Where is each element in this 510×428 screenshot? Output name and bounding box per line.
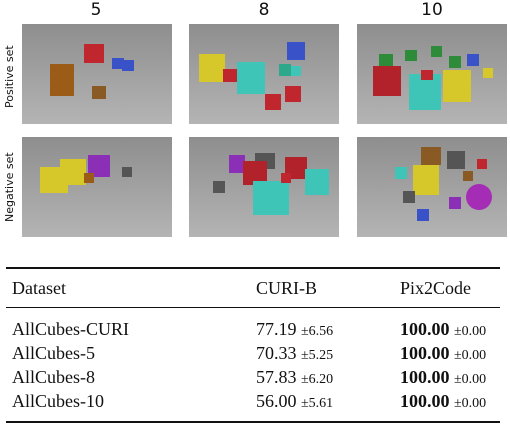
scene-negative-8: [189, 137, 339, 237]
scene-positive-8: [189, 24, 339, 124]
row-label-positive: Positive set: [3, 45, 16, 108]
scene-positive-5: [22, 24, 172, 124]
table-row: AllCubes-5 70.33 ±5.25 100.00 ±0.00: [6, 341, 500, 365]
pix2code-std: ±0.00: [454, 396, 486, 411]
column-header-5: 5: [66, 0, 126, 20]
scene-negative-5: [22, 137, 172, 237]
curi-b-score: 70.33 ±5.25: [250, 341, 394, 365]
curi-b-std: ±6.56: [301, 324, 333, 339]
curi-b-score: 57.83 ±6.20: [250, 365, 394, 389]
pix2code-value: 100.00: [400, 367, 450, 387]
dataset-name: AllCubes-CURI: [6, 308, 250, 342]
pix2code-value: 100.00: [400, 343, 450, 363]
table-row: AllCubes-8 57.83 ±6.20 100.00 ±0.00: [6, 365, 500, 389]
header-dataset: Dataset: [6, 268, 250, 308]
curi-b-value: 77.19: [256, 319, 297, 339]
pix2code-score: 100.00 ±0.00: [394, 389, 500, 422]
curi-b-std: ±6.20: [301, 372, 333, 387]
pix2code-score: 100.00 ±0.00: [394, 308, 500, 342]
pix2code-value: 100.00: [400, 391, 450, 411]
pix2code-score: 100.00 ±0.00: [394, 341, 500, 365]
row-label-negative: Negative set: [3, 152, 16, 222]
curi-b-value: 56.00: [256, 391, 297, 411]
curi-b-std: ±5.25: [301, 348, 333, 363]
column-header-10: 10: [402, 0, 462, 20]
curi-b-score: 77.19 ±6.56: [250, 308, 394, 342]
table-row: AllCubes-CURI 77.19 ±6.56 100.00 ±0.00: [6, 308, 500, 342]
pix2code-std: ±0.00: [454, 348, 486, 363]
curi-b-value: 70.33: [256, 343, 297, 363]
curi-b-score: 56.00 ±5.61: [250, 389, 394, 422]
header-pix2code: Pix2Code: [394, 268, 500, 308]
dataset-name: AllCubes-5: [6, 341, 250, 365]
pix2code-std: ±0.00: [454, 324, 486, 339]
curi-b-std: ±5.61: [301, 396, 333, 411]
table-header-row: Dataset CURI-B Pix2Code: [6, 268, 500, 308]
dataset-name: AllCubes-8: [6, 365, 250, 389]
scene-negative-10: [357, 137, 507, 237]
header-curi-b: CURI-B: [250, 268, 394, 308]
results-table: Dataset CURI-B Pix2Code AllCubes-CURI 77…: [6, 267, 500, 423]
column-header-8: 8: [234, 0, 294, 20]
pix2code-value: 100.00: [400, 319, 450, 339]
pix2code-score: 100.00 ±0.00: [394, 365, 500, 389]
pix2code-std: ±0.00: [454, 372, 486, 387]
dataset-name: AllCubes-10: [6, 389, 250, 422]
table-row: AllCubes-10 56.00 ±5.61 100.00 ±0.00: [6, 389, 500, 422]
curi-b-value: 57.83: [256, 367, 297, 387]
scene-positive-10: [357, 24, 507, 124]
